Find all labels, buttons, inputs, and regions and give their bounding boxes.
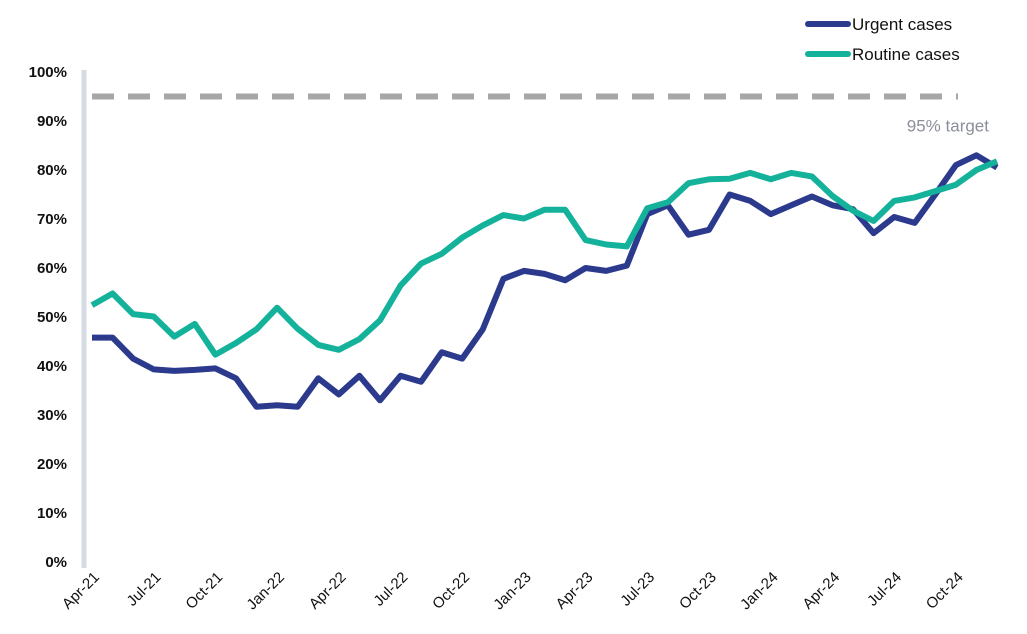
y-tick-label: 30% bbox=[37, 407, 67, 424]
y-tick-label: 60% bbox=[37, 260, 67, 277]
x-tick-label: Jan-24 bbox=[737, 569, 781, 613]
x-tick-label: Apr-21 bbox=[59, 569, 103, 613]
legend-label-urgent: Urgent cases bbox=[852, 15, 952, 34]
x-tick-label: Apr-22 bbox=[306, 569, 350, 613]
y-tick-label: 80% bbox=[37, 162, 67, 179]
legend: Urgent cases Routine cases bbox=[805, 15, 960, 64]
x-axis: Apr-21 Jul-21 Oct-21 Jan-22 Apr-22 Jul-22 Oct-… bbox=[59, 569, 967, 613]
x-tick-label: Oct-24 bbox=[923, 569, 967, 613]
y-tick-label: 90% bbox=[37, 113, 67, 130]
x-tick-label: Oct-21 bbox=[182, 569, 226, 613]
y-tick-label: 0% bbox=[45, 554, 67, 571]
x-tick-label: Apr-24 bbox=[799, 569, 843, 613]
series-line-routine bbox=[90, 158, 999, 358]
x-tick-label: Jul-23 bbox=[617, 569, 658, 610]
x-tick-label: Jul-24 bbox=[864, 569, 905, 610]
y-tick-label: 20% bbox=[37, 456, 67, 473]
x-tick-label: Oct-23 bbox=[676, 569, 720, 613]
y-axis: 0% 10% 20% 30% 40% 50% 60% 70% 80% 90% 100% bbox=[29, 64, 87, 571]
x-tick-label: Jul-22 bbox=[370, 569, 411, 610]
y-tick-label: 40% bbox=[37, 358, 67, 375]
target-line-group: 95% target bbox=[92, 93, 989, 136]
series-lines bbox=[90, 152, 999, 410]
x-tick-label: Apr-23 bbox=[553, 569, 597, 613]
x-tick-label: Oct-22 bbox=[429, 569, 473, 613]
series-line-urgent bbox=[92, 152, 999, 410]
y-tick-label: 100% bbox=[29, 64, 67, 81]
y-tick-label: 10% bbox=[37, 505, 67, 522]
x-tick-label: Jan-23 bbox=[490, 569, 534, 613]
target-label: 95% target bbox=[907, 117, 989, 136]
y-tick-label: 70% bbox=[37, 211, 67, 228]
x-tick-label: Jul-21 bbox=[124, 569, 165, 610]
y-tick-label: 50% bbox=[37, 309, 67, 326]
legend-label-routine: Routine cases bbox=[852, 45, 960, 64]
x-tick-label: Jan-22 bbox=[243, 569, 287, 613]
